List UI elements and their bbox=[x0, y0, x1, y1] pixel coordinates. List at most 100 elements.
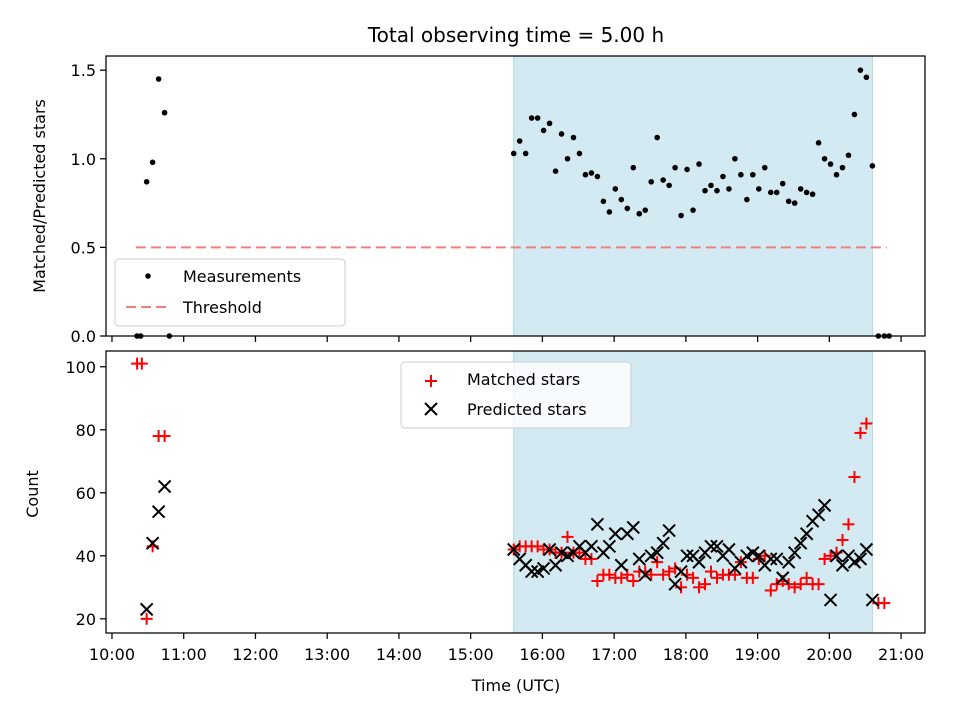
top-y-tick-label: 0.0 bbox=[71, 327, 96, 346]
predicted-star-point bbox=[787, 545, 802, 560]
matched-star-point bbox=[794, 578, 807, 591]
measurement-point bbox=[761, 164, 768, 171]
predicted-star-point bbox=[602, 539, 617, 554]
x-tick-label: 12:00 bbox=[232, 645, 278, 664]
matched-star-point bbox=[860, 417, 873, 430]
predicted-star-point bbox=[752, 549, 766, 563]
legend-matched-marker bbox=[425, 375, 437, 387]
legend-measurements-marker bbox=[145, 273, 151, 279]
predicted-star-point bbox=[859, 542, 874, 557]
legend-threshold-label: Threshold bbox=[182, 298, 262, 317]
matched-star-point bbox=[878, 597, 891, 610]
measurement-point bbox=[510, 150, 517, 157]
predicted-star-point bbox=[853, 552, 868, 566]
x-tick-label: 19:00 bbox=[735, 645, 781, 664]
measurement-point bbox=[821, 155, 828, 162]
predicted-star-point bbox=[692, 555, 706, 569]
top-panel: 0.0 0.5 1.0 1.5 Matched/Predicted stars Mea… bbox=[30, 55, 926, 346]
top-shaded-region bbox=[513, 56, 873, 336]
predicted-star-point bbox=[626, 520, 640, 535]
measurement-point bbox=[570, 134, 577, 141]
matched-star-point bbox=[812, 578, 825, 591]
legend-matched-label: Matched stars bbox=[467, 370, 580, 389]
measurement-point bbox=[516, 138, 523, 144]
top-y-ticks: 0.0 0.5 1.0 1.5 bbox=[71, 61, 106, 346]
predicted-star-point bbox=[638, 568, 652, 582]
top-y-tick-label: 1.0 bbox=[71, 150, 96, 169]
x-tick-label: 13:00 bbox=[304, 645, 350, 664]
matched-star-point bbox=[854, 426, 867, 439]
measurement-point bbox=[791, 200, 798, 206]
matched-star-point bbox=[651, 556, 664, 569]
matched-star-point bbox=[573, 546, 586, 559]
predicted-star-point bbox=[608, 527, 623, 541]
measurement-point bbox=[815, 140, 822, 146]
bottom-y-tick-label: 20 bbox=[76, 610, 96, 629]
measurement-point bbox=[161, 109, 168, 116]
measurement-point bbox=[618, 196, 625, 203]
measurement-point bbox=[756, 186, 762, 192]
measurement-point bbox=[582, 171, 589, 178]
bottom-y-ticks: 20 40 60 80 100 bbox=[65, 358, 106, 629]
measurement-point bbox=[750, 171, 756, 178]
bottom-y-tick-label: 60 bbox=[76, 484, 96, 503]
measurement-point bbox=[522, 150, 529, 157]
measurement-point bbox=[564, 155, 571, 162]
matched-star-point bbox=[687, 571, 700, 584]
measurement-point bbox=[534, 115, 541, 121]
predicted-star-point bbox=[536, 561, 551, 576]
measurement-point bbox=[588, 170, 595, 176]
measurement-point bbox=[552, 168, 559, 174]
measurement-point bbox=[558, 131, 565, 137]
predicted-star-point bbox=[542, 542, 557, 557]
matched-star-point bbox=[800, 571, 813, 584]
x-tick-label: 18:00 bbox=[663, 645, 709, 664]
measurement-point bbox=[869, 163, 876, 169]
chart-title: Total observing time = 5.00 h bbox=[367, 23, 664, 47]
measurement-point bbox=[143, 179, 150, 185]
measurement-point bbox=[827, 161, 834, 167]
predicted-star-point bbox=[817, 498, 832, 513]
predicted-star-point bbox=[704, 539, 718, 554]
measurement-point bbox=[576, 150, 583, 157]
measurement-point bbox=[648, 179, 655, 185]
top-legend-box bbox=[114, 258, 346, 327]
measurement-point bbox=[720, 173, 726, 180]
predicted-star-point bbox=[674, 564, 688, 579]
measurement-point bbox=[684, 166, 690, 173]
x-tick-label: 14:00 bbox=[376, 645, 422, 664]
measurement-point bbox=[528, 115, 535, 121]
legend-predicted-marker bbox=[424, 402, 438, 416]
measurement-point bbox=[624, 205, 631, 212]
bottom-y-tick-label: 80 bbox=[76, 421, 96, 440]
x-axis-label: Time (UTC) bbox=[471, 676, 560, 695]
matched-star-point bbox=[842, 518, 855, 531]
predicted-star-point bbox=[793, 536, 808, 550]
predicted-star-point bbox=[151, 504, 166, 519]
legend-predicted-label: Predicted stars bbox=[467, 400, 587, 419]
x-tick-label: 10:00 bbox=[89, 645, 135, 664]
predicted-star-point bbox=[614, 558, 629, 572]
x-tick-label: 16:00 bbox=[519, 645, 565, 664]
matched-star-point bbox=[585, 552, 598, 565]
x-tick-label: 11:00 bbox=[161, 645, 207, 664]
measurement-point bbox=[636, 210, 643, 217]
matched-star-point bbox=[699, 578, 712, 591]
matched-star-point bbox=[746, 571, 759, 584]
measurement-point bbox=[654, 134, 660, 141]
measurement-point bbox=[630, 164, 637, 171]
measurement-point bbox=[714, 187, 720, 194]
bottom-legend: Matched stars Predicted stars bbox=[400, 361, 632, 429]
measurement-point bbox=[546, 120, 553, 127]
bottom-y-tick-label: 40 bbox=[76, 547, 96, 566]
bottom-y-axis-label: Count bbox=[23, 470, 42, 518]
matched-star-point bbox=[561, 530, 574, 543]
predicted-star-point bbox=[829, 549, 844, 563]
predicted-star-point bbox=[668, 577, 682, 591]
measurement-point bbox=[600, 198, 607, 205]
predicted-star-point bbox=[835, 558, 850, 572]
measurement-point bbox=[702, 187, 708, 194]
measurement-point bbox=[809, 191, 816, 198]
measurement-point bbox=[708, 182, 714, 189]
predicted-star-point bbox=[590, 517, 605, 532]
